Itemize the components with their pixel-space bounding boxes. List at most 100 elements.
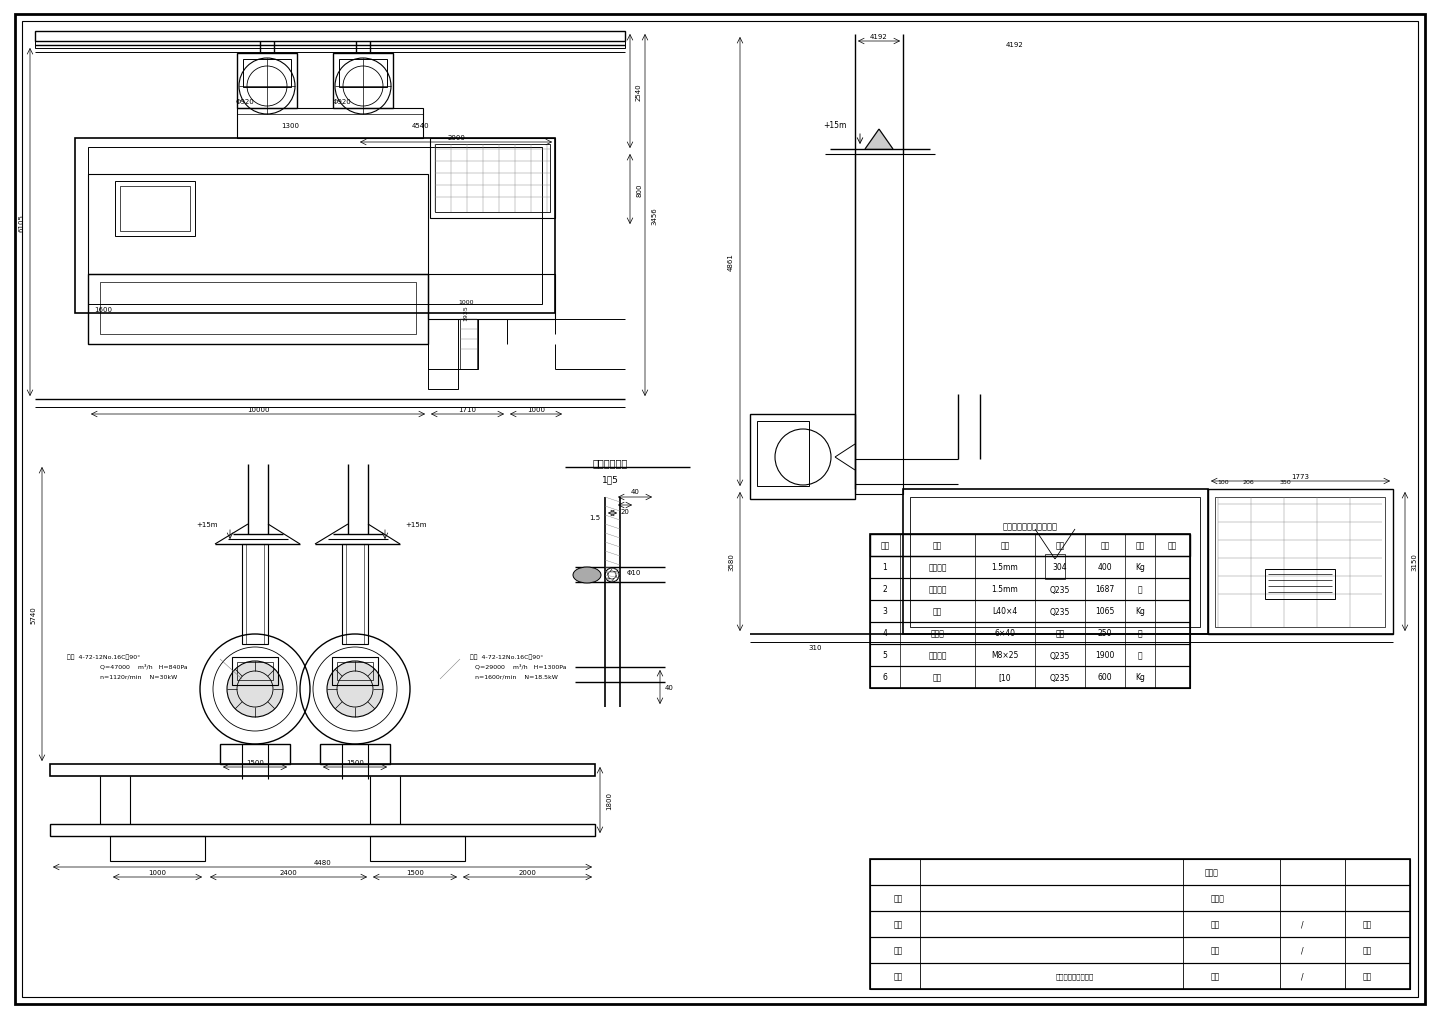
Bar <box>870 911 1410 937</box>
Text: 张顿: 张顿 <box>1362 919 1371 928</box>
Text: Q235: Q235 <box>1050 585 1070 594</box>
Text: 206: 206 <box>1243 479 1254 484</box>
Bar <box>109 837 204 861</box>
Text: 40: 40 <box>631 488 639 494</box>
Bar <box>1208 489 1392 635</box>
Text: 1000: 1000 <box>458 301 474 306</box>
Text: 张度: 张度 <box>1362 946 1371 955</box>
Text: 1500: 1500 <box>246 759 264 765</box>
Bar <box>870 859 1410 989</box>
Bar <box>333 657 379 686</box>
Text: 1300: 1300 <box>281 123 300 128</box>
Bar <box>870 859 1410 886</box>
Text: 2400: 2400 <box>279 869 298 875</box>
Bar <box>870 937 1410 963</box>
Bar <box>50 824 595 837</box>
Text: Φ10: Φ10 <box>626 570 641 576</box>
Text: 3580: 3580 <box>729 553 734 571</box>
Bar <box>232 657 278 686</box>
Polygon shape <box>865 129 893 150</box>
Text: /: / <box>1300 971 1303 980</box>
Circle shape <box>228 661 284 717</box>
Bar <box>459 320 477 370</box>
Text: 联结角锂: 联结角锂 <box>929 651 946 660</box>
Bar <box>238 54 297 109</box>
Text: 设计: 设计 <box>893 946 903 955</box>
Text: 1773: 1773 <box>1292 474 1309 480</box>
Text: Q235: Q235 <box>1050 607 1070 615</box>
Text: 图号：: 图号： <box>1210 894 1224 903</box>
Text: L40×4: L40×4 <box>992 607 1018 615</box>
Text: 2000: 2000 <box>446 135 465 141</box>
Text: 作图: 作图 <box>1210 919 1220 928</box>
Bar <box>88 275 428 344</box>
Text: Φ920: Φ920 <box>236 99 255 105</box>
Text: 分气: 分气 <box>1362 971 1371 980</box>
Text: 风机  4-72-12No.16C右90°: 风机 4-72-12No.16C右90° <box>66 653 140 659</box>
Text: Kg: Kg <box>1135 562 1145 572</box>
Bar <box>220 744 289 764</box>
Bar <box>88 175 428 275</box>
Bar <box>903 489 1208 635</box>
Text: n=1600r/min    N=18.5kW: n=1600r/min N=18.5kW <box>475 674 557 679</box>
Text: 3150: 3150 <box>1411 553 1417 571</box>
Bar <box>428 275 554 320</box>
Text: 6105: 6105 <box>19 214 24 231</box>
Text: 2540: 2540 <box>636 84 642 101</box>
Text: 2: 2 <box>883 585 887 594</box>
Text: 橡胶: 橡胶 <box>1056 629 1064 638</box>
Bar <box>337 662 373 681</box>
Text: /: / <box>1300 946 1303 955</box>
Text: 1：5: 1：5 <box>602 475 618 484</box>
Text: /: / <box>1300 919 1303 928</box>
Text: 工厂: 工厂 <box>893 971 903 980</box>
Bar <box>870 600 1189 623</box>
Text: 800: 800 <box>636 183 642 197</box>
Text: 2000: 2000 <box>518 869 537 875</box>
Bar <box>88 148 541 305</box>
Text: +15m: +15m <box>405 522 426 528</box>
Bar <box>343 544 369 644</box>
Bar <box>238 109 423 139</box>
Bar <box>120 186 190 231</box>
Text: 100: 100 <box>1217 479 1228 484</box>
Text: 密封条: 密封条 <box>930 629 945 638</box>
Bar <box>750 415 855 499</box>
Text: 1.5mm: 1.5mm <box>992 585 1018 594</box>
Text: 件: 件 <box>1138 585 1142 594</box>
Bar <box>333 54 393 109</box>
Text: 序号: 序号 <box>880 541 890 550</box>
Text: 5: 5 <box>883 651 887 660</box>
Text: n=1120r/min    N=30kW: n=1120r/min N=30kW <box>99 674 177 679</box>
Bar <box>246 544 264 644</box>
Text: +15m: +15m <box>824 120 847 129</box>
Bar <box>870 886 1410 911</box>
Text: 3456: 3456 <box>651 207 657 224</box>
Text: 不锈钒板: 不锈钒板 <box>929 562 946 572</box>
Bar <box>870 666 1189 688</box>
Text: 4540: 4540 <box>412 123 429 128</box>
Text: 1710: 1710 <box>458 407 477 413</box>
Text: 图幅: 图幅 <box>1210 971 1220 980</box>
Bar <box>1215 497 1385 628</box>
Text: 3: 3 <box>883 607 887 615</box>
Text: 风机  4-72-12No.16C右90°: 风机 4-72-12No.16C右90° <box>469 653 543 659</box>
Text: Q=47000    m³/h   H=840Pa: Q=47000 m³/h H=840Pa <box>99 663 187 669</box>
Text: 1.5: 1.5 <box>589 515 600 521</box>
Text: 4192: 4192 <box>1007 42 1024 48</box>
Bar <box>870 535 1189 556</box>
Text: 600: 600 <box>1097 673 1112 682</box>
Text: 350: 350 <box>1279 479 1290 484</box>
Text: 1065: 1065 <box>1096 607 1115 615</box>
Text: 材质: 材质 <box>1056 541 1064 550</box>
Bar <box>870 644 1189 666</box>
Bar <box>50 764 595 776</box>
Text: 1500: 1500 <box>406 869 423 875</box>
Text: 10000: 10000 <box>246 407 269 413</box>
Text: 6: 6 <box>883 673 887 682</box>
Text: 1600: 1600 <box>94 307 112 313</box>
Text: 1800: 1800 <box>606 791 612 809</box>
Text: Q=29000    m³/h   H=1300Pa: Q=29000 m³/h H=1300Pa <box>475 663 566 669</box>
Bar <box>243 60 291 88</box>
Bar <box>855 155 903 494</box>
